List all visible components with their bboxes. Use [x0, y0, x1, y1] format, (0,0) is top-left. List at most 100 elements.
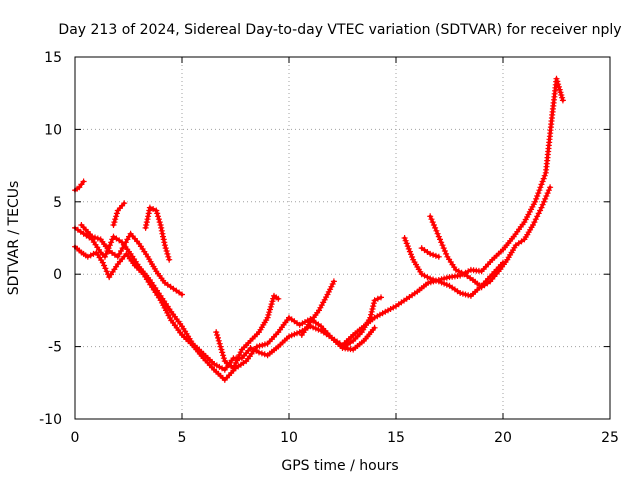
plus-marker	[220, 352, 227, 359]
plus-marker	[433, 227, 440, 234]
plus-marker	[435, 278, 442, 285]
plus-marker	[430, 222, 437, 228]
plus-marker	[432, 224, 439, 231]
plus-marker	[531, 219, 538, 226]
plus-marker	[434, 230, 441, 237]
plus-marker	[432, 277, 439, 284]
plus-marker	[545, 187, 552, 194]
plus-marker	[409, 254, 416, 260]
plus-marker	[218, 346, 225, 353]
plus-marker	[235, 354, 242, 361]
y-tick-label: -5	[48, 340, 62, 356]
plus-marker	[256, 342, 263, 349]
plus-marker	[441, 275, 448, 282]
plus-marker	[368, 311, 374, 318]
plus-marker	[161, 242, 168, 249]
plus-marker	[256, 349, 262, 356]
plus-marker	[111, 219, 118, 226]
plus-marker	[541, 172, 548, 179]
plus-marker	[465, 292, 472, 299]
plus-marker	[217, 343, 224, 350]
track-6-markers	[142, 204, 173, 263]
plus-marker	[162, 245, 169, 252]
plus-marker	[163, 248, 170, 254]
plus-marker	[160, 233, 166, 240]
plus-marker	[80, 178, 87, 185]
plus-marker	[443, 274, 450, 281]
plus-marker	[106, 242, 113, 249]
plus-marker	[261, 341, 268, 348]
plus-marker	[330, 278, 337, 285]
plus-marker	[429, 219, 436, 226]
plus-marker	[534, 193, 541, 199]
plus-marker	[435, 233, 442, 240]
track-9-markers	[341, 294, 384, 350]
plus-marker	[438, 239, 445, 246]
plus-marker	[237, 349, 244, 356]
plus-marker	[374, 295, 381, 302]
plus-marker	[547, 184, 554, 191]
plus-marker	[99, 259, 106, 266]
plus-marker	[270, 295, 277, 302]
axis-ticks: 0 5 10 15 20 25 -10 -5 0 5 10 15	[39, 50, 619, 446]
plus-marker	[430, 276, 437, 283]
plus-marker	[155, 216, 162, 223]
plus-marker	[294, 330, 300, 337]
plus-marker	[405, 245, 412, 252]
plus-marker	[559, 94, 566, 101]
plus-marker	[427, 250, 434, 257]
plus-marker	[275, 295, 282, 302]
plus-marker	[435, 253, 442, 260]
plus-marker	[543, 193, 550, 199]
plot-frame	[74, 56, 611, 420]
plus-marker	[536, 187, 543, 194]
plus-marker	[367, 314, 374, 321]
plus-marker	[533, 195, 540, 202]
plus-marker	[108, 239, 115, 246]
plus-marker	[219, 349, 226, 356]
track-12-markers	[427, 184, 554, 291]
plus-marker	[165, 253, 172, 260]
plus-marker	[102, 253, 108, 260]
plus-marker	[371, 324, 378, 331]
plus-marker	[557, 89, 564, 96]
plus-marker	[146, 204, 153, 211]
plus-marker	[164, 250, 171, 257]
plus-marker	[404, 243, 411, 250]
plus-marker	[266, 309, 273, 316]
plus-marker	[539, 201, 546, 208]
plus-marker	[428, 216, 435, 223]
plus-marker	[555, 81, 562, 88]
plus-marker	[538, 204, 545, 211]
plus-marker	[89, 233, 96, 240]
plus-marker	[155, 213, 161, 220]
plus-marker	[441, 280, 448, 287]
plus-marker	[556, 86, 563, 93]
plus-marker	[427, 275, 434, 282]
plus-marker	[315, 326, 322, 333]
plus-marker	[113, 210, 120, 217]
plus-marker	[559, 97, 566, 104]
x-tick-label: 25	[601, 430, 619, 446]
plus-marker	[264, 314, 271, 321]
y-tick-label: 5	[53, 195, 62, 211]
plus-marker	[558, 92, 565, 98]
y-tick-label: 10	[44, 122, 62, 138]
plus-marker	[216, 340, 223, 347]
x-tick-label: 0	[71, 430, 80, 446]
plus-marker	[401, 235, 408, 241]
plus-marker	[113, 213, 120, 220]
plus-marker	[121, 200, 128, 207]
plus-marker	[402, 237, 409, 244]
plus-marker	[214, 332, 221, 338]
plus-marker	[443, 281, 450, 288]
plus-marker	[101, 262, 108, 269]
plus-marker	[542, 195, 549, 202]
plus-marker	[156, 219, 163, 226]
plus-marker	[153, 207, 160, 214]
plus-marker	[92, 234, 98, 241]
plus-marker	[166, 256, 173, 263]
plus-marker	[154, 210, 161, 217]
